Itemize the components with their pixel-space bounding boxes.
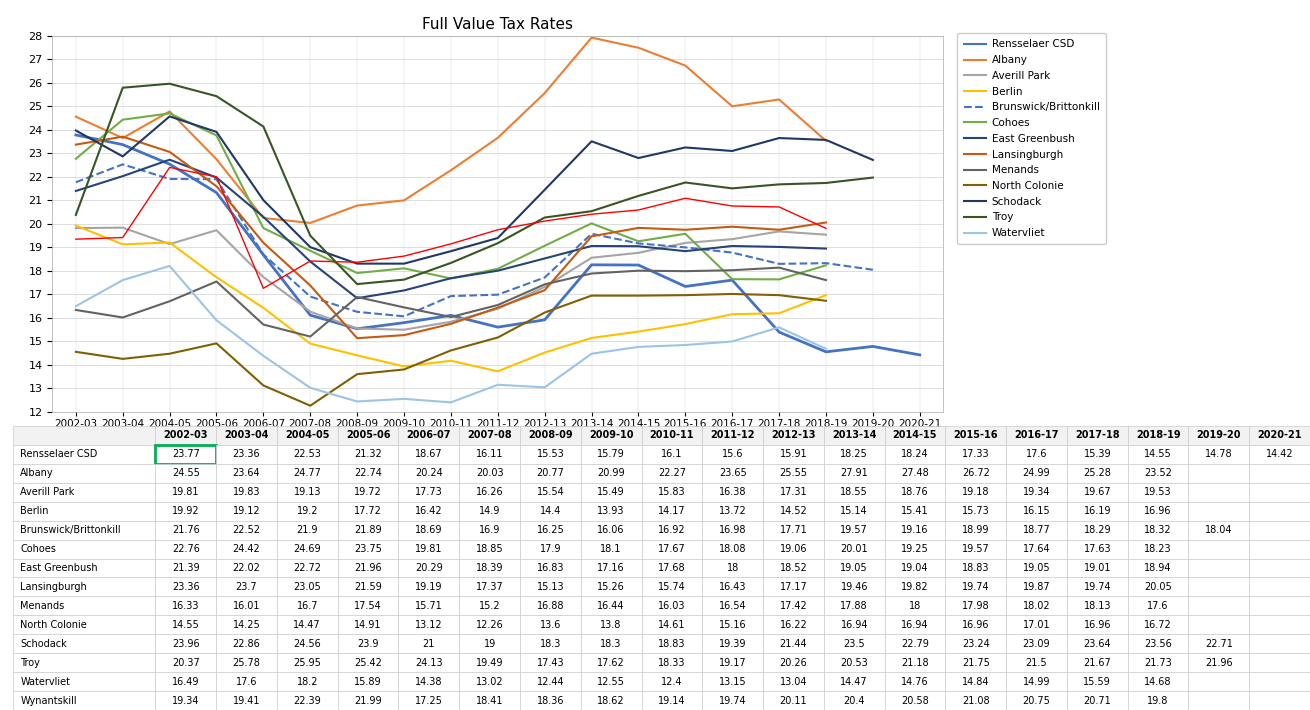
Title: Full Value Tax Rates: Full Value Tax Rates (422, 16, 574, 31)
Legend: Rensselaer CSD, Albany, Averill Park, Berlin, Brunswick/Brittonkill, Cohoes, Eas: Rensselaer CSD, Albany, Averill Park, Be… (958, 33, 1106, 244)
